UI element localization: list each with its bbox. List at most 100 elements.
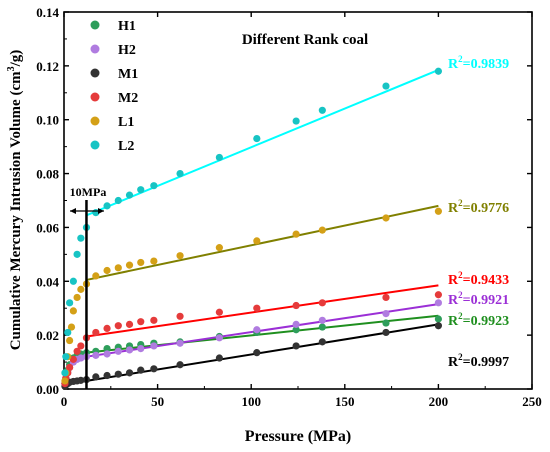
data-point-h1 [318, 323, 326, 331]
data-point-h2 [253, 326, 261, 334]
data-point-l2 [114, 196, 122, 205]
data-point-m2 [150, 316, 158, 324]
data-point-m1 [318, 338, 326, 346]
fit-line-l2 [86, 68, 439, 217]
y-tick-label: 0.04 [36, 274, 59, 289]
legend: H1 H2 M1 M2 L1 L2 [90, 19, 138, 154]
data-point-l1 [382, 214, 390, 222]
legend-label-h2: H2 [118, 43, 136, 58]
fit-line-m1 [86, 323, 439, 382]
data-point-h2 [137, 345, 145, 353]
data-point-h2 [434, 299, 442, 307]
annotation-arrow-left [70, 208, 76, 214]
legend-marker-l2 [90, 140, 100, 150]
legend-label-l2: L2 [118, 139, 134, 154]
data-point-l2 [176, 169, 184, 178]
data-point-l2 [103, 202, 111, 210]
data-point-m1 [137, 366, 145, 374]
data-point-m2 [73, 347, 81, 355]
data-point-m1 [215, 354, 223, 362]
data-point-l1 [292, 230, 300, 238]
data-point-l2 [66, 299, 74, 307]
y-tick-label: 0.02 [36, 328, 59, 343]
data-point-l2 [382, 82, 390, 90]
data-point-h2 [114, 347, 122, 355]
data-point-m1 [382, 328, 390, 337]
data-point-m2 [382, 293, 390, 302]
x-axis-label: Pressure (MPa) [245, 428, 351, 445]
data-point-l1 [61, 377, 69, 385]
annotation-label: 10MPa [70, 185, 107, 199]
data-point-l1 [77, 285, 85, 293]
data-point-l1 [215, 244, 223, 252]
data-point-m2 [125, 320, 134, 328]
legend-marker-m1 [90, 68, 100, 78]
data-point-h2 [92, 351, 100, 359]
data-point-m1 [114, 370, 122, 378]
fit-line-m2 [86, 284, 439, 338]
y-axis-label-main: Cumulative Mercury Intrusion Volume (cm [8, 71, 24, 350]
r2-labels: R2=0.9923 R2=0.9921 R2=0.9997 R2=0.9433 R2=0… [448, 54, 509, 370]
r2-label-l2: R2=0.9839 [448, 54, 509, 72]
data-point-l2 [150, 182, 158, 190]
data-point-m2 [69, 355, 77, 363]
data-point-m1 [253, 349, 261, 357]
data-point-l1 [434, 207, 442, 215]
data-point-l1 [103, 266, 111, 275]
data-point-l1 [253, 237, 261, 245]
r2-label-h1: R2=0.9923 [448, 311, 509, 329]
data-point-m1 [125, 369, 134, 377]
chart-title: Different Rank coal [242, 32, 368, 48]
data-point-l1 [150, 257, 158, 265]
fit-lines [86, 68, 439, 382]
data-point-h2 [382, 310, 390, 318]
r2-label-l1: R2=0.9776 [448, 198, 509, 216]
data-point-m1 [77, 376, 85, 384]
data-point-h2 [215, 334, 223, 342]
data-point-h2 [176, 339, 184, 347]
legend-marker-m2 [90, 92, 100, 102]
data-point-m2 [318, 299, 326, 307]
data-point-h2 [292, 320, 300, 328]
data-point-l2 [61, 369, 69, 377]
data-point-l1 [69, 307, 77, 315]
data-point-l1 [73, 293, 81, 302]
data-point-l2 [62, 353, 70, 361]
data-point-m2 [292, 301, 300, 310]
data-point-l1 [67, 323, 76, 331]
data-point-m1 [103, 371, 111, 380]
data-point-m2 [66, 363, 74, 372]
data-point-m1 [292, 342, 300, 350]
data-point-l1 [318, 226, 326, 234]
r2-label-m1: R2=0.9997 [448, 352, 509, 370]
annotation-arrow-right [98, 208, 104, 214]
data-points [61, 67, 442, 390]
y-tick-label: 0.12 [36, 59, 59, 74]
r2-label-m2: R2=0.9433 [448, 270, 509, 288]
x-tick-label: 100 [241, 394, 261, 409]
data-point-h2 [77, 354, 85, 362]
x-tick-label: 250 [522, 394, 542, 409]
legend-label-h1: H1 [118, 19, 136, 34]
data-point-m1 [176, 361, 184, 369]
x-tick-label: 200 [429, 394, 449, 409]
data-point-l2 [215, 153, 223, 162]
data-point-l1 [125, 261, 134, 269]
data-point-h1 [382, 319, 390, 327]
data-point-h1 [434, 315, 442, 323]
data-point-l2 [125, 191, 134, 199]
data-point-l1 [137, 258, 145, 267]
data-point-h1 [292, 326, 300, 334]
y-axis-label: Cumulative Mercury Intrusion Volume (cm3… [6, 50, 24, 351]
data-point-l2 [69, 277, 77, 285]
x-tick-label: 50 [151, 394, 164, 409]
data-point-m2 [103, 324, 111, 333]
y-axis-label-sup: 3 [6, 66, 17, 71]
data-point-l1 [114, 264, 122, 272]
data-point-h2 [103, 350, 111, 358]
data-point-l2 [318, 106, 326, 114]
data-point-l2 [77, 234, 85, 242]
data-point-h2 [150, 342, 158, 350]
legend-label-l1: L1 [118, 115, 134, 130]
data-point-h2 [318, 316, 326, 324]
